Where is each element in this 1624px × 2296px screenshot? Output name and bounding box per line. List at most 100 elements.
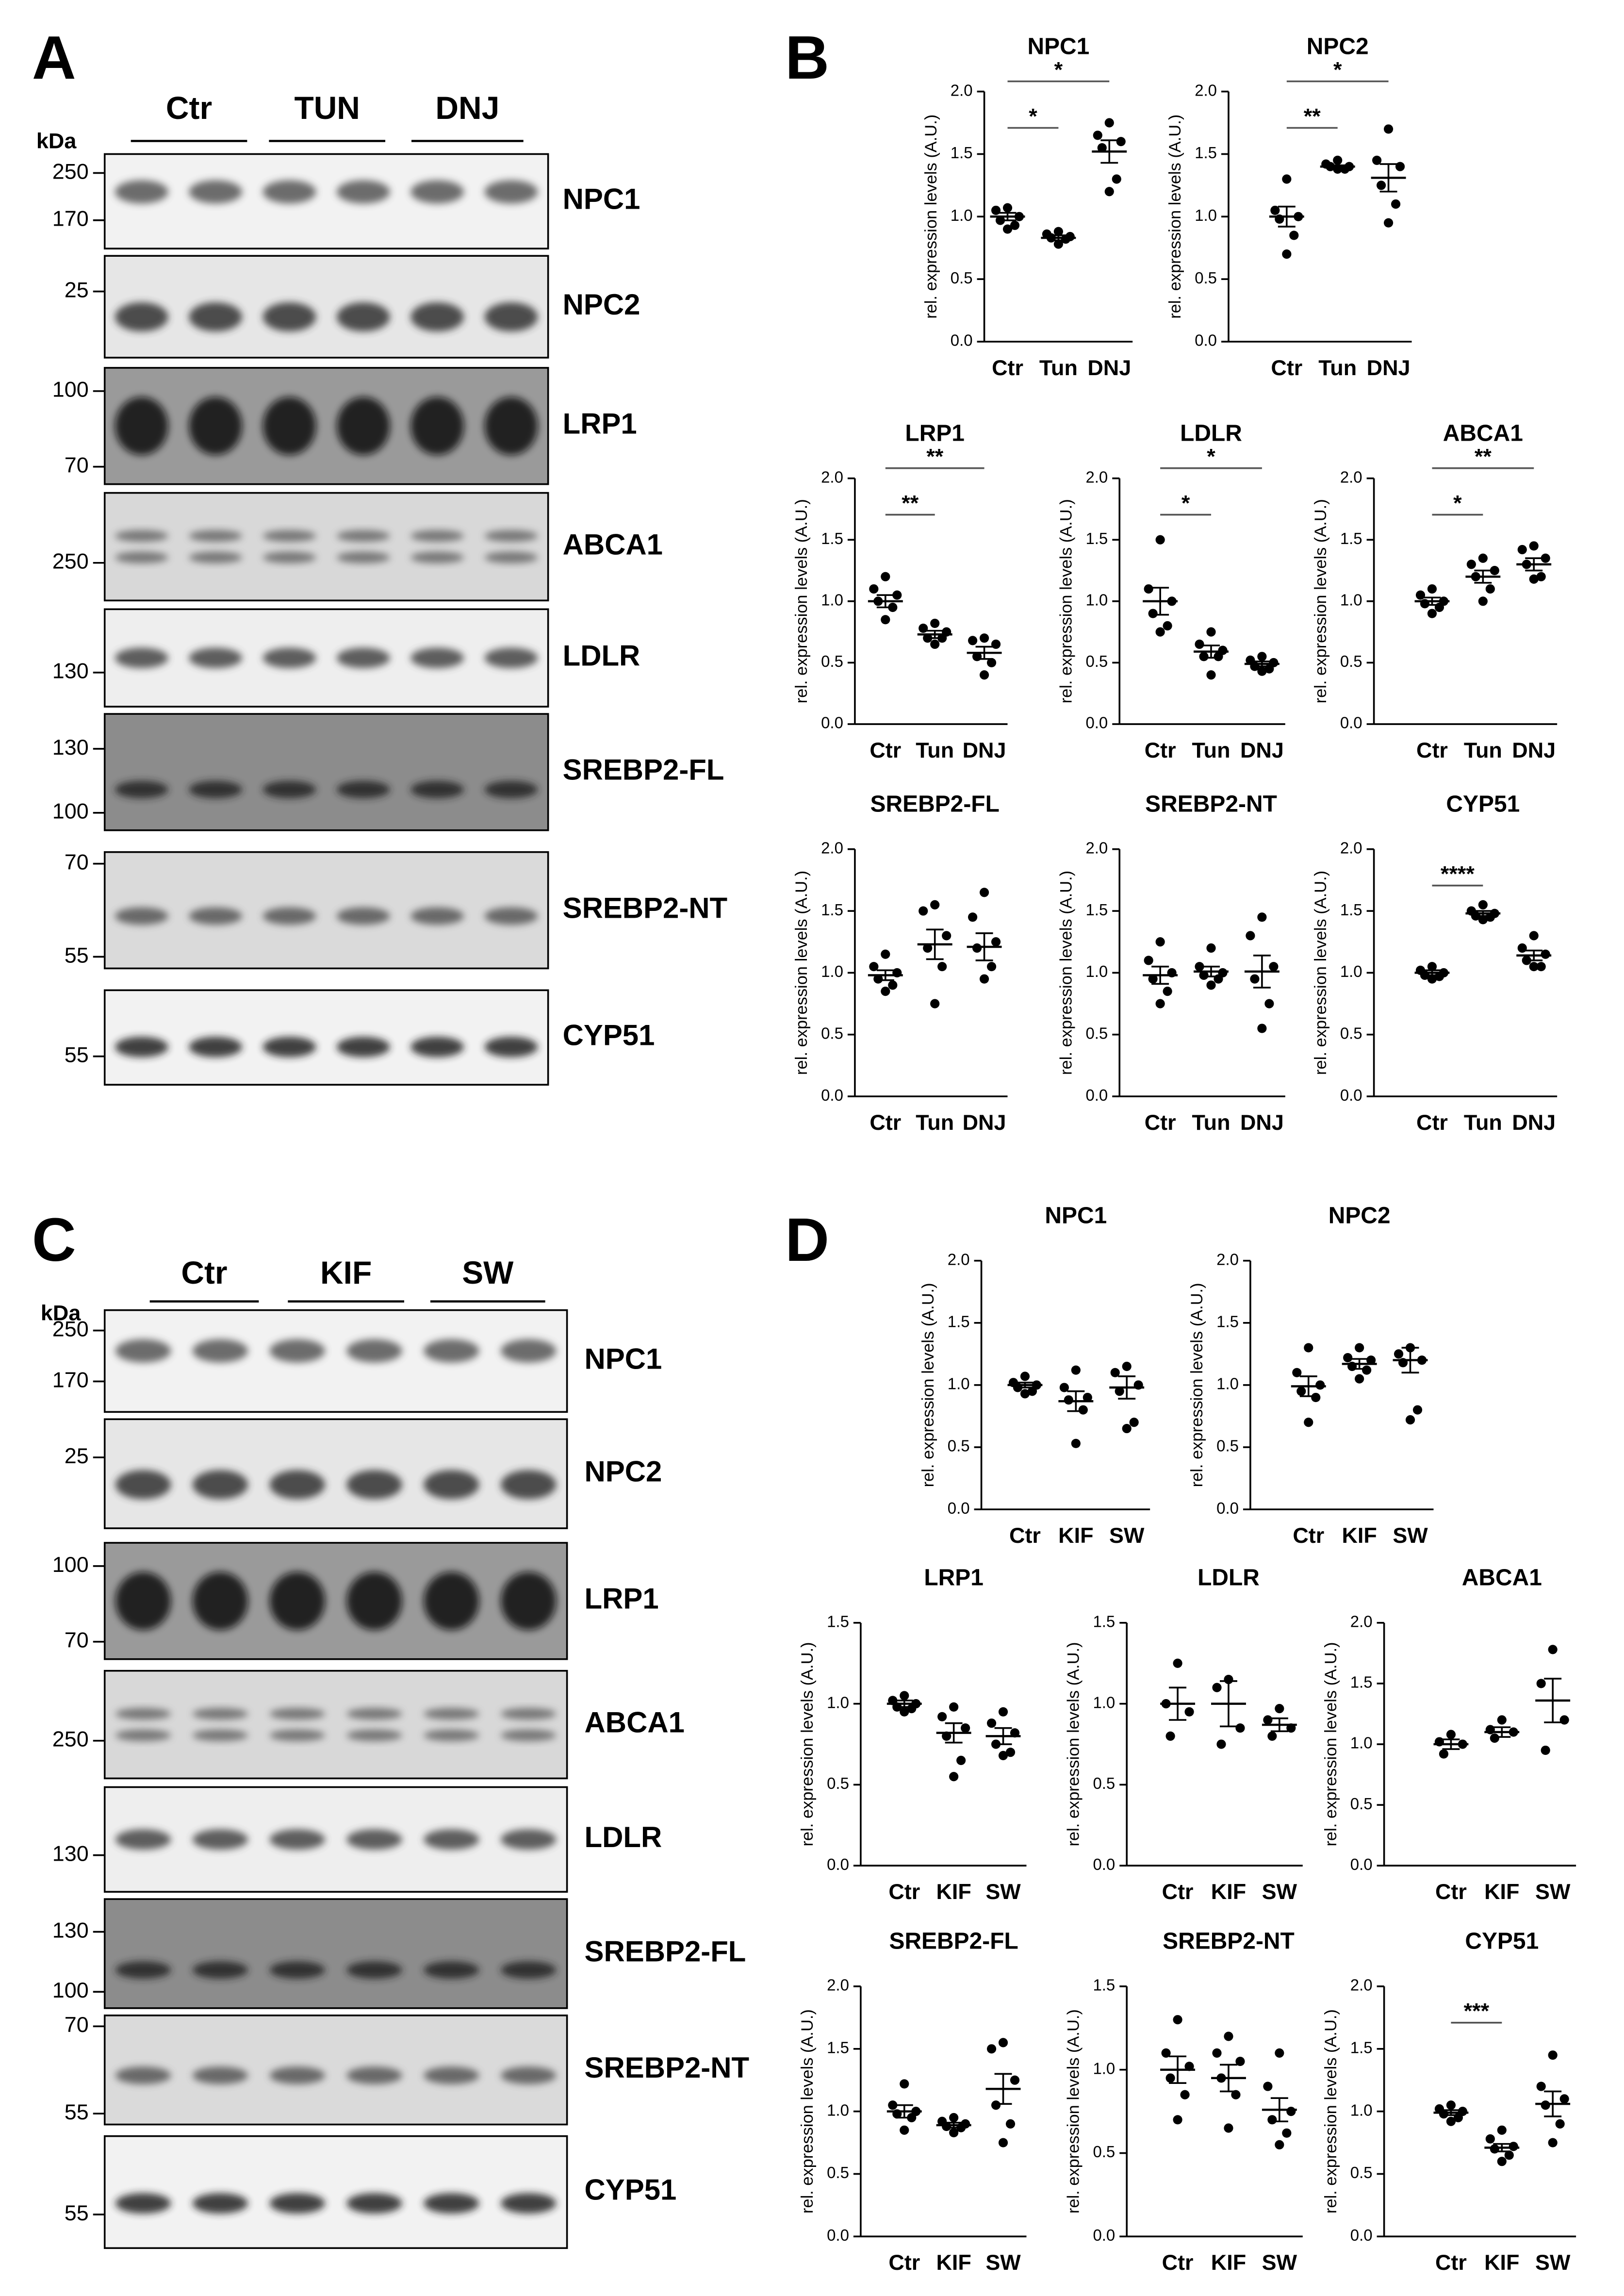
band: [189, 907, 243, 925]
y-axis-label: rel. expression levels (A.U.): [1057, 871, 1075, 1075]
x-tick-label: Ctr: [1416, 738, 1448, 762]
y-axis-label: rel. expression levels (A.U.): [798, 2009, 817, 2213]
marker-label: 170: [52, 206, 89, 231]
band: [337, 1037, 390, 1057]
x-tick-label: KIF: [1484, 2250, 1519, 2275]
x-tick-label: Ctr: [1293, 1523, 1324, 1548]
y-tick-label: 0.5: [1093, 2143, 1115, 2161]
band: [115, 907, 168, 925]
band: [262, 647, 316, 668]
data-point: [1206, 943, 1216, 953]
chart-title: CYP51: [1446, 791, 1520, 817]
band: [346, 1339, 402, 1363]
data-point: [1548, 2050, 1558, 2060]
x-tick-label: Tun: [1464, 1110, 1502, 1135]
data-point: [1010, 220, 1020, 230]
data-point: [986, 2044, 997, 2054]
y-tick-label: 0.5: [1195, 269, 1217, 287]
y-tick-label: 0.0: [1085, 1086, 1108, 1104]
data-point: [1366, 1355, 1376, 1365]
y-tick-label: 0.5: [1093, 1774, 1115, 1792]
y-tick-label: 0.0: [1093, 1855, 1115, 1873]
band: [484, 551, 538, 563]
y-tick-label: 0.5: [1350, 2164, 1373, 2181]
y-tick-label: 1.5: [1093, 1613, 1115, 1631]
y-tick-label: 2.0: [1195, 81, 1217, 99]
marker-label: 100: [52, 799, 89, 824]
band: [346, 1961, 402, 1979]
data-point: [1383, 124, 1394, 134]
data-point: [1053, 239, 1063, 249]
band: [192, 1961, 248, 1979]
band: [337, 551, 390, 563]
y-tick-label: 0.0: [821, 1086, 843, 1104]
band: [192, 1339, 248, 1363]
band: [115, 180, 168, 204]
y-tick-label: 0.5: [948, 1437, 970, 1455]
band: [410, 647, 464, 668]
y-tick-label: 1.0: [1085, 591, 1108, 609]
marker-label: 55: [65, 2200, 89, 2225]
y-tick-label: 2.0: [1085, 468, 1108, 486]
protein-label: LDLR: [563, 640, 640, 672]
data-point: [998, 1707, 1008, 1717]
band: [115, 2066, 171, 2084]
band: [262, 551, 316, 563]
data-point: [1263, 2081, 1273, 2091]
data-point: [1110, 1368, 1120, 1377]
x-tick-label: Ctr: [1435, 2250, 1467, 2275]
data-point: [1427, 962, 1437, 972]
y-tick-label: 2.0: [821, 839, 843, 857]
data-point: [972, 943, 982, 953]
x-tick-label: DNJ: [1087, 355, 1131, 380]
band: [115, 2193, 171, 2213]
panel-label: A: [32, 23, 76, 92]
band: [337, 180, 390, 204]
band: [189, 180, 243, 204]
protein-label: CYP51: [563, 1019, 655, 1052]
marker-label: 250: [52, 549, 89, 574]
significance-label: **: [1304, 103, 1321, 128]
marker-label: 250: [52, 1316, 89, 1341]
data-point: [1224, 2123, 1233, 2133]
data-point: [1497, 1715, 1507, 1725]
group-label: DNJ: [435, 90, 499, 126]
data-point: [1093, 131, 1102, 140]
data-point: [1148, 974, 1158, 984]
y-tick-label: 1.5: [1340, 901, 1362, 919]
band: [501, 1729, 557, 1741]
data-point: [1415, 590, 1426, 600]
y-tick-label: 0.0: [1093, 2226, 1115, 2244]
data-point: [900, 1707, 909, 1717]
band: [501, 1470, 557, 1500]
band: [424, 1708, 479, 1720]
data-point: [1391, 199, 1401, 209]
data-point: [1292, 1368, 1302, 1377]
marker-label: 55: [65, 942, 89, 967]
significance-label: *: [1453, 490, 1462, 515]
data-point: [1536, 962, 1546, 972]
data-point: [1165, 1731, 1175, 1741]
y-tick-label: 0.0: [1350, 2226, 1373, 2244]
y-tick-label: 1.0: [1216, 1375, 1239, 1393]
chart-title: NPC1: [1027, 33, 1089, 59]
band: [484, 396, 538, 455]
y-tick-label: 1.5: [1195, 144, 1217, 162]
data-point: [1071, 1438, 1081, 1448]
band: [192, 1470, 248, 1500]
x-tick-label: Tun: [916, 738, 954, 762]
marker-label: 70: [65, 453, 89, 478]
x-tick-label: Ctr: [1009, 1523, 1041, 1548]
y-tick-label: 2.0: [821, 468, 843, 486]
x-tick-label: Ctr: [869, 738, 901, 762]
data-point: [956, 1755, 966, 1765]
marker-label: 100: [52, 377, 89, 402]
data-point: [998, 2038, 1008, 2048]
protein-label: NPC1: [563, 183, 640, 215]
y-tick-label: 0.5: [1216, 1437, 1239, 1455]
data-point: [1250, 974, 1260, 984]
band: [115, 647, 168, 668]
y-tick-label: 0.0: [827, 1855, 849, 1873]
x-tick-label: DNJ: [963, 1110, 1006, 1135]
